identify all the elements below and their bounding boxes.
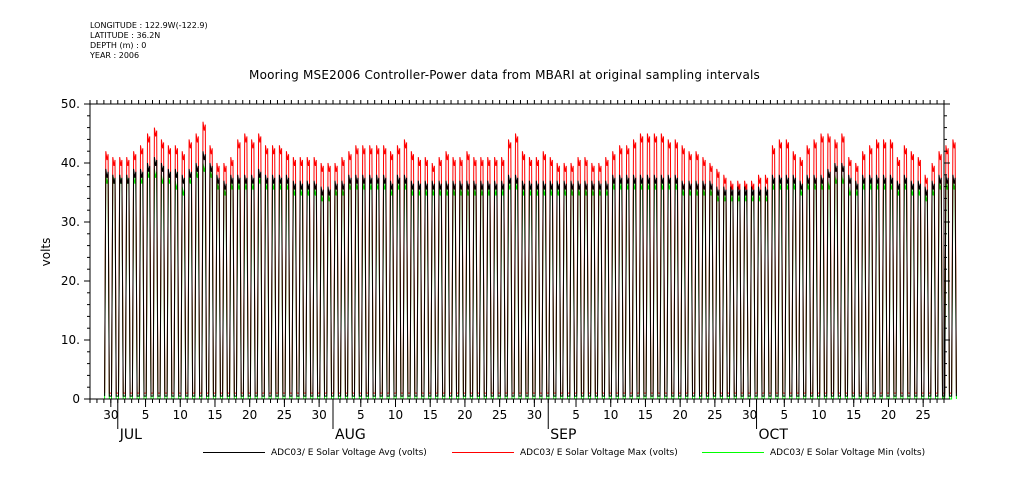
plot-series [104,121,957,400]
x-tick-label: 10 [173,408,188,422]
x-tick-label: 20 [673,408,688,422]
x-tick-label: 25 [492,408,507,422]
y-axis-label: volts [39,238,53,267]
x-tick-label: 25 [916,408,931,422]
series-line-max [104,121,957,394]
x-tick-label: 15 [846,408,861,422]
x-tick-label: 5 [780,408,788,422]
metadata-block: LONGITUDE : 122.9W(-122.9) LATITUDE : 36… [90,21,208,61]
legend-min-swatch [702,452,764,453]
latitude-label: LATITUDE : 36.2N [90,31,161,40]
x-month-label: SEP [550,427,576,443]
x-tick-label: 30 [527,408,542,422]
y-tick-label: 20. [61,274,80,288]
y-tick-label: 10. [61,333,80,347]
legend-max: ADC03/ E Solar Voltage Max (volts) [452,448,678,458]
longitude-label: LONGITUDE : 122.9W(-122.9) [90,21,208,30]
legend-min-label: ADC03/ E Solar Voltage Min (volts) [770,448,926,458]
legend-avg-swatch [203,452,265,453]
legend-avg-label: ADC03/ E Solar Voltage Avg (volts) [271,448,427,458]
plot-frame [89,103,945,400]
series-line-min [104,162,957,400]
legend-max-swatch [452,452,514,453]
x-axis: 30 5 10 15 20 25 30 5 10 15 20 25 30 5 10 15 20 25 30 5 10 15… [89,100,945,443]
depth-label: DEPTH (m) : 0 [90,41,147,50]
legend-avg: ADC03/ E Solar Voltage Avg (volts) [203,448,427,458]
x-tick-label: 5 [142,408,150,422]
x-tick-label: 5 [572,408,580,422]
legend-min: ADC03/ E Solar Voltage Min (volts) [702,448,925,458]
y-tick-label: 50. [61,97,80,111]
y-tick-label: 0 [72,392,80,406]
series-line-avg [104,151,957,397]
x-tick-label: 30 [103,408,118,422]
x-tick-label: 20 [242,408,257,422]
legend-max-label: ADC03/ E Solar Voltage Max (volts) [520,448,678,458]
x-month-label: JUL [119,427,142,443]
x-tick-label: 20 [881,408,896,422]
x-tick-label: 15 [207,408,222,422]
x-tick-label: 30 [311,408,326,422]
x-tick-label: 15 [638,408,653,422]
x-tick-label: 10 [388,408,403,422]
y-tick-label: 40. [61,156,80,170]
x-tick-label: 25 [707,408,722,422]
x-tick-label: 10 [603,408,618,422]
x-tick-label: 25 [277,408,292,422]
y-axis: 0 10. 20. 30. 40. 50. [61,97,950,406]
y-tick-label: 30. [61,215,80,229]
x-tick-label: 10 [811,408,826,422]
x-month-label: OCT [759,427,789,443]
x-tick-label: 20 [457,408,472,422]
x-tick-label: 30 [742,408,757,422]
chart-title: Mooring MSE2006 Controller-Power data fr… [249,68,760,82]
x-tick-label: 15 [423,408,438,422]
x-tick-label: 5 [357,408,365,422]
year-label: YEAR : 2006 [90,51,140,60]
x-month-label: AUG [335,427,366,443]
